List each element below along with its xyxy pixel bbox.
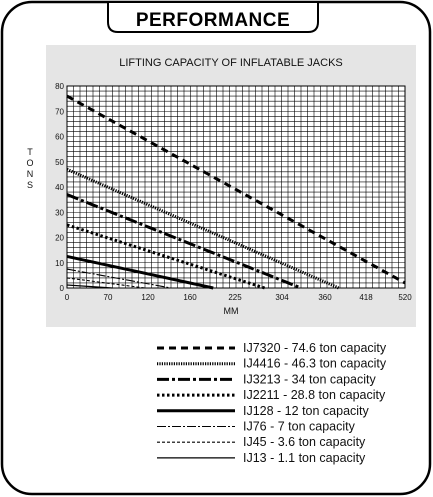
x-tick-label: 304 [275,293,289,302]
legend-entry: IJ76 - 7 ton capacity [243,420,356,434]
series-line-1 [66,94,406,285]
y-tick-labels: 0 10 20 30 40 50 60 70 80 [55,82,64,293]
series-line-5 [66,254,214,290]
x-tick-label: 360 [318,293,332,302]
y-tick-label: 0 [60,284,65,293]
y-tick-label: 30 [55,208,64,217]
series-lines [66,94,406,290]
y-tick-label: 70 [55,107,64,116]
series-line-8 [66,284,113,289]
series-line-7 [66,277,146,289]
x-tick-label: 120 [141,293,155,302]
legend-entry: IJ45 - 3.6 ton capacity [243,435,366,449]
legend-entry: IJ13 - 1.1 ton capacity [243,451,366,465]
chart-title: LIFTING CAPACITY OF INFLATABLE JACKS [119,57,343,69]
legend: IJ7320 - 74.6 ton capacity IJ4416 - 46.3 … [157,341,387,465]
legend-entry: IJ3213 - 34 ton capacity [243,372,376,386]
legend-entry: IJ4416 - 46.3 ton capacity [243,357,387,371]
y-tick-label: 60 [55,133,64,142]
legend-entry: IJ7320 - 74.6 ton capacity [243,341,387,355]
x-tick-label: 225 [228,293,242,302]
y-tick-label: 80 [55,82,64,91]
x-tick-label: 70 [104,293,113,302]
legend-entry: IJ128 - 12 ton capacity [243,404,370,418]
y-tick-label: 10 [55,259,64,268]
x-tick-labels: 0 70 120 160 225 304 360 418 520 [65,293,412,302]
x-axis-label: MM [224,306,239,316]
series-line-6 [66,268,172,289]
x-tick-label: 0 [65,293,70,302]
grid [67,86,405,288]
x-tick-label: 520 [398,293,412,302]
panel-title: PERFORMANCE [136,10,290,31]
x-tick-label: 160 [183,293,197,302]
y-tick-label: 20 [55,234,64,243]
x-tick-label: 418 [359,293,373,302]
y-tick-label: 40 [55,183,64,192]
header-tab [107,1,319,33]
y-tick-label: 50 [55,158,64,167]
legend-entry: IJ2211 - 28.8 ton capacity [243,388,386,402]
